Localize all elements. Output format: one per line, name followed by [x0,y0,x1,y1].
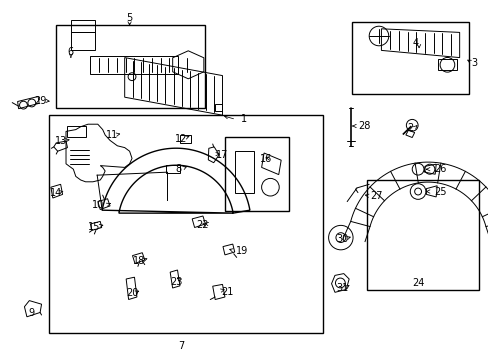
Text: 30: 30 [335,234,348,244]
Bar [180,135,190,143]
Text: 6: 6 [68,47,74,57]
Text: 26: 26 [433,164,446,174]
Text: 12: 12 [174,134,187,144]
Text: 13: 13 [55,136,67,146]
Bar [71,32,95,50]
Text: 28: 28 [357,121,370,131]
Text: 17: 17 [216,150,228,160]
Text: 5: 5 [126,13,132,23]
Text: 7: 7 [178,341,183,351]
Text: 11: 11 [106,130,119,140]
Bar [56,25,205,108]
Text: 4: 4 [412,38,418,48]
Bar [67,126,85,137]
Text: 22: 22 [196,220,209,230]
Text: 3: 3 [470,58,476,68]
Bar [351,22,468,94]
Text: 8: 8 [175,164,181,174]
Bar [49,115,322,333]
Text: 16: 16 [260,154,272,164]
Bar [366,180,478,290]
Text: 29: 29 [34,96,46,106]
Bar [215,104,222,111]
Bar [90,56,178,74]
Text: 18: 18 [133,256,145,266]
Text: 9: 9 [29,308,35,318]
Text: 2: 2 [407,123,413,133]
Bar [166,165,180,173]
Text: 20: 20 [125,288,138,298]
Text: 25: 25 [433,186,446,197]
Text: 15: 15 [88,222,101,232]
Text: 1: 1 [241,114,247,124]
Text: 21: 21 [221,287,233,297]
Bar [224,137,288,211]
Text: 24: 24 [411,278,424,288]
Text: 23: 23 [169,276,182,287]
Text: 10: 10 [91,200,104,210]
Text: 19: 19 [235,246,248,256]
Bar [71,20,95,32]
Text: 27: 27 [369,191,382,201]
Text: 31: 31 [335,283,348,293]
Text: 14: 14 [50,188,62,198]
